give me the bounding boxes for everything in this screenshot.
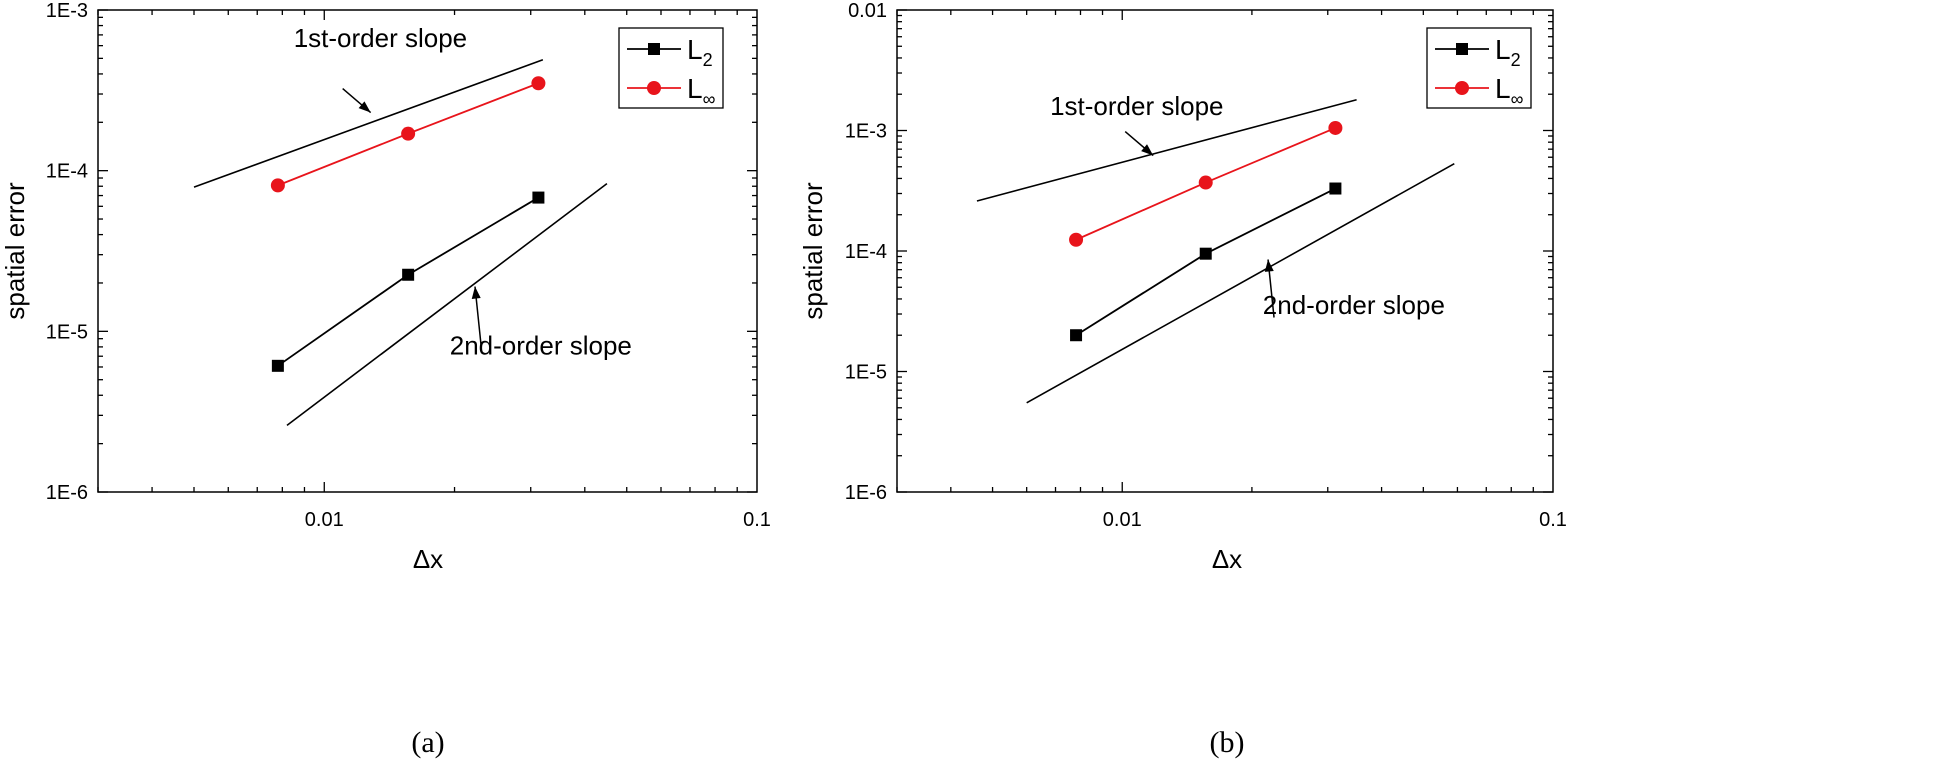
legend-marker-circle <box>1455 81 1469 95</box>
y-tick-label: 1E-6 <box>845 482 887 504</box>
y-tick-label: 1E-4 <box>46 161 88 183</box>
data-point-l2 <box>1199 247 1212 260</box>
arrow-head <box>358 101 371 113</box>
legend-box <box>618 27 724 109</box>
data-point-l2 <box>532 191 545 204</box>
y-tick-label: 1E-5 <box>46 321 88 343</box>
chart-panel-a: 0.01 0.1 1E-6 1E-5 1E-4 1E-3 Δx spatial error 1s… <box>0 0 771 759</box>
panel-caption: (b) <box>1210 726 1245 759</box>
arrow-head <box>471 286 481 299</box>
y-tick-label: 1E-3 <box>845 121 887 143</box>
data-point-l2 <box>1329 182 1342 195</box>
data-point-linf <box>1069 232 1084 247</box>
annotation-label: 1st-order slope <box>294 23 467 53</box>
x-tick-label: 0.1 <box>743 509 771 531</box>
legend-label: L∞ <box>1495 73 1524 109</box>
x-axis-title: Δx <box>413 544 443 574</box>
data-point-linf <box>270 178 285 193</box>
legend-marker-square <box>648 43 660 55</box>
panel-caption: (a) <box>411 726 444 759</box>
y-tick-label: 1E-4 <box>845 241 887 263</box>
annotation-label: 1st-order slope <box>1050 91 1223 121</box>
data-point-linf <box>401 126 416 141</box>
chart-panel-b: 0.01 0.1 1E-6 1E-5 1E-4 1E-3 0.01 Δx spatial err… <box>798 0 1567 759</box>
data-point-linf <box>1328 120 1343 135</box>
y-axis-title: spatial error <box>0 182 30 320</box>
y-tick-label: 1E-3 <box>46 0 88 22</box>
legend-label: L2 <box>1495 34 1521 70</box>
x-tick-label: 0.01 <box>305 509 344 531</box>
data-point-l2 <box>1070 329 1083 342</box>
legend-box <box>1426 27 1532 109</box>
data-point-l2 <box>402 268 415 281</box>
y-tick-label: 1E-6 <box>46 482 88 504</box>
x-tick-label: 0.1 <box>1539 509 1567 531</box>
x-tick-label: 0.01 <box>1103 509 1142 531</box>
reference-line <box>193 59 544 188</box>
arrow-head <box>1264 259 1274 272</box>
y-tick-label: 0.01 <box>848 0 887 22</box>
annotation-label: 2nd-order slope <box>450 330 632 360</box>
reference-line <box>976 98 1357 202</box>
data-point-linf <box>531 76 546 91</box>
legend-label: L2 <box>687 34 713 70</box>
plot-frame <box>97 9 758 493</box>
legend-marker-square <box>1456 43 1468 55</box>
arrow-head <box>1141 144 1154 156</box>
data-point-l2 <box>271 359 284 372</box>
y-axis-title: spatial error <box>798 182 828 320</box>
reference-line <box>286 183 608 426</box>
y-tick-label: 1E-5 <box>845 362 887 384</box>
legend-marker-circle <box>647 81 661 95</box>
annotation-label: 2nd-order slope <box>1263 290 1445 320</box>
legend-label: L∞ <box>687 73 716 109</box>
reference-line <box>1026 163 1455 404</box>
x-axis-title: Δx <box>1212 544 1242 574</box>
data-point-linf <box>1198 175 1213 190</box>
